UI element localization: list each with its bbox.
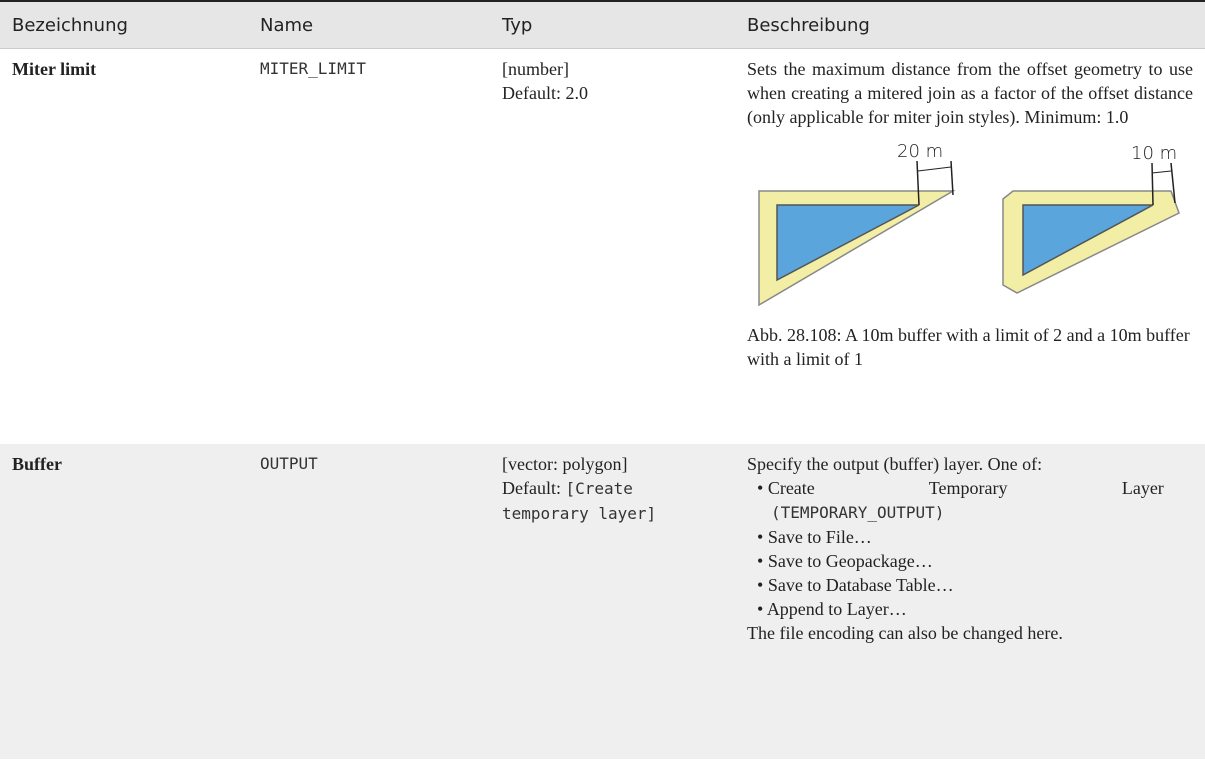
default-prefix: Default: bbox=[502, 478, 561, 498]
name-cell: MITER_LIMIT bbox=[248, 48, 490, 444]
note: The file encoding can also be changed he… bbox=[747, 623, 1063, 643]
type: [number] bbox=[502, 59, 569, 79]
row: Buffer OUTPUT [vector: polygon] Default: … bbox=[0, 444, 1205, 759]
option: Create Temporary Layer (TEMPORARY_OUTPUT) bbox=[767, 476, 1193, 525]
label: Miter limit bbox=[12, 59, 97, 79]
option: Save to Geopackage… bbox=[768, 549, 1193, 573]
type: [vector: polygon] bbox=[502, 454, 628, 474]
header-cell: Beschreibung bbox=[735, 0, 1205, 49]
default: Default: 2.0 bbox=[502, 83, 588, 103]
description-cell: Sets the maximum distance from the offse… bbox=[735, 48, 1205, 444]
option-text: Create Temporary Layer bbox=[767, 478, 1164, 498]
option: Append to Layer… bbox=[767, 597, 1193, 621]
option: Save to Database Table… bbox=[768, 573, 1193, 597]
label-cell: Miter limit bbox=[0, 48, 248, 444]
label-cell: Buffer bbox=[0, 444, 248, 759]
figure-caption: Abb. 28.108: A 10m buffer with a limit o… bbox=[747, 325, 1190, 369]
default: [Create temporary layer] bbox=[502, 479, 657, 523]
description: Sets the maximum distance from the offse… bbox=[747, 59, 1193, 127]
type-cell: [vector: polygon] Default: [Create tempor… bbox=[490, 444, 735, 759]
name-cell: OUTPUT bbox=[248, 444, 490, 759]
option: Save to File… bbox=[768, 525, 1193, 549]
option-list: Create Temporary Layer (TEMPORARY_OUTPUT)… bbox=[747, 476, 1193, 621]
header-row: Bezeichnung Name Typ Beschreibung bbox=[0, 0, 1205, 49]
row: Miter limit MITER_LIMIT [number] Default:… bbox=[0, 48, 1205, 444]
option-code: (TEMPORARY_OUTPUT) bbox=[771, 503, 945, 522]
figure: 20 m 10 m bbox=[758, 141, 1180, 307]
type-cell: [number] Default: 2.0 bbox=[490, 48, 735, 444]
header-cell: Name bbox=[248, 0, 490, 49]
label: Buffer bbox=[12, 454, 62, 474]
figure-label: 20 m bbox=[897, 141, 943, 162]
figure-label: 10 m bbox=[1131, 143, 1177, 164]
header-cell: Typ bbox=[490, 0, 735, 49]
header-cell: Bezeichnung bbox=[0, 0, 248, 49]
description: Specify the output (buffer) layer. One o… bbox=[747, 454, 1043, 474]
description-cell: Specify the output (buffer) layer. One o… bbox=[735, 444, 1205, 759]
